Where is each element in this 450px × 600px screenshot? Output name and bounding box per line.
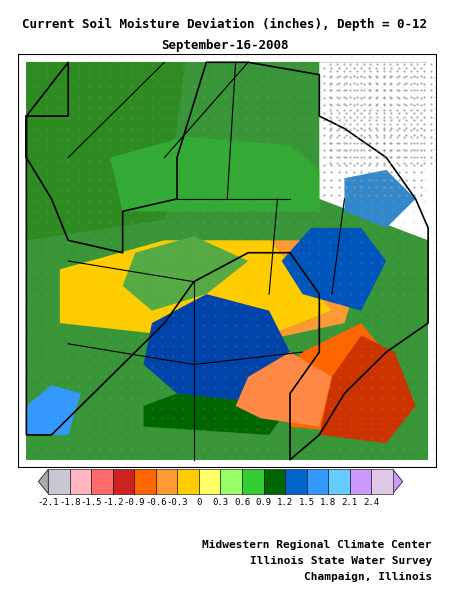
Bar (306, 469, 328, 494)
Bar (285, 469, 306, 494)
Bar (91, 469, 113, 494)
Polygon shape (344, 170, 416, 228)
Text: 2.1: 2.1 (342, 498, 358, 507)
Text: 1.2: 1.2 (277, 498, 293, 507)
Text: -1.8: -1.8 (59, 498, 81, 507)
Polygon shape (27, 385, 81, 435)
Bar (371, 469, 393, 494)
Polygon shape (236, 352, 332, 427)
Text: -0.9: -0.9 (124, 498, 145, 507)
Bar (70, 469, 91, 494)
Polygon shape (144, 294, 290, 406)
Text: 0.9: 0.9 (256, 498, 272, 507)
Text: -2.1: -2.1 (37, 498, 59, 507)
Text: Current Soil Moisture Deviation (inches), Depth = 0-12: Current Soil Moisture Deviation (inches)… (22, 18, 427, 31)
Polygon shape (248, 240, 361, 344)
Bar (264, 469, 285, 494)
Bar (48, 469, 70, 494)
Text: Midwestern Regional Climate Center: Midwestern Regional Climate Center (202, 540, 432, 550)
Text: 1.5: 1.5 (298, 498, 315, 507)
Text: 2.4: 2.4 (363, 498, 379, 507)
Polygon shape (122, 236, 248, 311)
Polygon shape (144, 394, 290, 435)
Bar (199, 469, 220, 494)
Bar (135, 469, 156, 494)
Text: -0.6: -0.6 (145, 498, 166, 507)
Text: 1.8: 1.8 (320, 498, 336, 507)
Text: September-16-2008: September-16-2008 (161, 39, 289, 52)
Polygon shape (320, 335, 416, 443)
Text: 0.6: 0.6 (234, 498, 250, 507)
Bar (220, 469, 242, 494)
Polygon shape (27, 62, 185, 240)
Text: Illinois State Water Survey: Illinois State Water Survey (250, 556, 432, 566)
Bar (177, 469, 199, 494)
Text: -1.5: -1.5 (81, 498, 102, 507)
Polygon shape (110, 137, 320, 211)
Bar (350, 469, 371, 494)
Text: -0.3: -0.3 (166, 498, 188, 507)
Text: 0.3: 0.3 (212, 498, 229, 507)
Bar (113, 469, 135, 494)
Bar (242, 469, 264, 494)
Polygon shape (269, 323, 395, 435)
Bar (156, 469, 177, 494)
Polygon shape (393, 469, 403, 494)
Polygon shape (38, 469, 48, 494)
Text: -1.2: -1.2 (102, 498, 124, 507)
Polygon shape (60, 240, 353, 344)
Text: 0: 0 (196, 498, 202, 507)
Polygon shape (282, 228, 386, 311)
Polygon shape (320, 62, 428, 240)
Bar (328, 469, 350, 494)
Polygon shape (27, 62, 428, 460)
Text: Champaign, Illinois: Champaign, Illinois (304, 572, 432, 583)
